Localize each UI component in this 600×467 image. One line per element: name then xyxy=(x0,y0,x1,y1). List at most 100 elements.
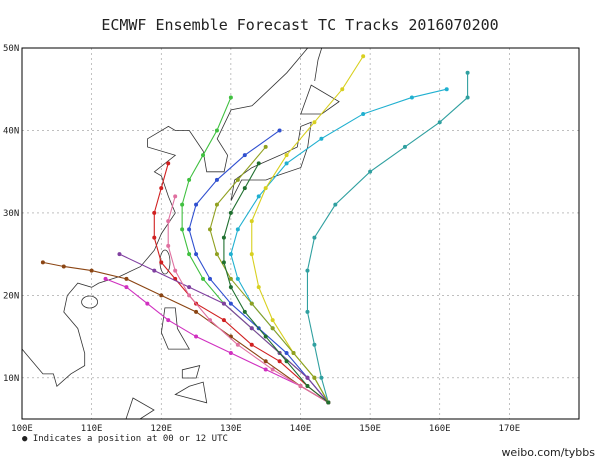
track-point xyxy=(284,359,289,364)
track-line xyxy=(119,253,329,403)
track-point xyxy=(228,95,233,100)
track-point xyxy=(249,326,254,331)
track-point xyxy=(145,301,150,306)
track-point xyxy=(284,161,289,166)
track-point xyxy=(201,153,206,158)
track-point xyxy=(235,276,240,281)
track-line xyxy=(167,196,329,403)
coastline-mindanao xyxy=(174,381,208,404)
track-point xyxy=(180,202,185,207)
watermark: weibo.com/tybbs xyxy=(501,446,595,459)
grid xyxy=(21,47,579,419)
track-point xyxy=(305,384,310,389)
track-point xyxy=(298,384,303,389)
track-point xyxy=(187,252,192,257)
coastline-hokkaido xyxy=(300,84,340,115)
track-point xyxy=(235,342,240,347)
track-point xyxy=(180,227,185,232)
track-point xyxy=(159,186,164,191)
track-point xyxy=(194,252,199,257)
track-point xyxy=(312,375,317,380)
track-point xyxy=(361,111,366,116)
x-tick-label: 140E xyxy=(290,424,312,434)
track-line xyxy=(105,278,329,403)
track-point xyxy=(465,95,470,100)
track-point xyxy=(166,161,171,166)
tracks xyxy=(40,54,470,405)
track-point xyxy=(117,252,122,257)
track-point xyxy=(207,318,212,323)
track-point xyxy=(319,136,324,141)
track-point xyxy=(249,301,254,306)
track-line xyxy=(153,163,329,403)
track-point xyxy=(465,70,470,75)
track-point xyxy=(277,128,282,133)
x-tick-label: 160E xyxy=(429,424,451,434)
track-point xyxy=(263,144,268,149)
track-point xyxy=(166,243,171,248)
track-point xyxy=(319,375,324,380)
track-point xyxy=(402,144,407,149)
track-point xyxy=(235,227,240,232)
track-point xyxy=(249,252,254,257)
coastline-visayas xyxy=(181,365,201,379)
track-point xyxy=(326,400,331,405)
track-point xyxy=(152,210,157,215)
track-point xyxy=(256,161,261,166)
track-point xyxy=(235,177,240,182)
track-point xyxy=(228,285,233,290)
y-tick-label: 30N xyxy=(3,209,19,219)
track-line xyxy=(306,72,469,403)
track-point xyxy=(228,210,233,215)
x-tick-label: 110E xyxy=(81,424,103,434)
track-point xyxy=(194,309,199,314)
track-point xyxy=(312,120,317,125)
track-line xyxy=(230,88,447,403)
track-point xyxy=(263,367,268,372)
track-point xyxy=(242,309,247,314)
track-point xyxy=(361,54,366,59)
plot-frame xyxy=(21,47,580,420)
x-tick-label: 100E xyxy=(11,424,33,434)
track-point xyxy=(187,285,192,290)
track-point xyxy=(284,351,289,356)
track-point xyxy=(159,293,164,298)
coastline-luzon xyxy=(160,307,190,350)
track-point xyxy=(263,186,268,191)
coastline-asia xyxy=(22,48,309,388)
track-point xyxy=(340,87,345,92)
track-point xyxy=(207,227,212,232)
track-point xyxy=(124,285,129,290)
track-point xyxy=(221,301,226,306)
track-point xyxy=(214,128,219,133)
track-point xyxy=(270,367,275,372)
track-point xyxy=(187,177,192,182)
y-tick-label: 50N xyxy=(3,44,19,54)
track-point xyxy=(444,87,449,92)
track-point xyxy=(312,342,317,347)
track-point xyxy=(152,268,157,273)
coastline-sakhalin xyxy=(314,48,323,82)
footnote: ● Indicates a position at 00 or 12 UTC xyxy=(22,434,228,444)
x-tick-label: 170E xyxy=(499,424,521,434)
x-tick-label: 150E xyxy=(359,424,381,434)
track-point xyxy=(284,153,289,158)
y-tick-label: 20N xyxy=(3,291,19,301)
track-point xyxy=(214,177,219,182)
track-point xyxy=(194,202,199,207)
track-point xyxy=(242,153,247,158)
track-point xyxy=(228,301,233,306)
track-point xyxy=(173,268,178,273)
track-point xyxy=(173,194,178,199)
track-point xyxy=(221,260,226,265)
track-point xyxy=(166,219,171,224)
track-point xyxy=(263,359,268,364)
track-point xyxy=(270,318,275,323)
track-point xyxy=(103,276,108,281)
track-point xyxy=(207,276,212,281)
track-point xyxy=(166,318,171,323)
track-point xyxy=(305,309,310,314)
track-point xyxy=(263,334,268,339)
